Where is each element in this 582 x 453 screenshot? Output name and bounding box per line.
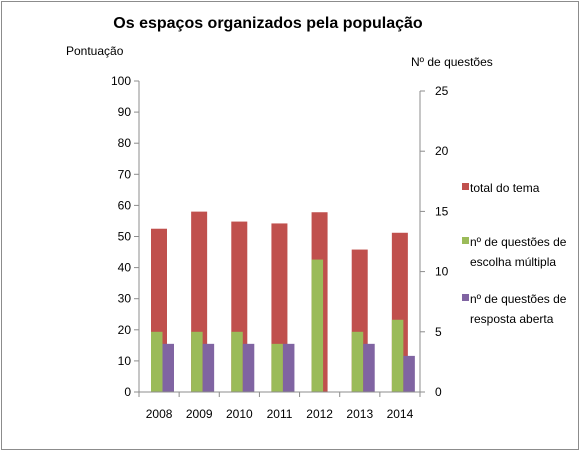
bar-escolha-multipla xyxy=(231,331,243,392)
bar-resposta-aberta xyxy=(282,343,295,392)
right-tick-label: 25 xyxy=(435,84,449,98)
right-tick-label: 20 xyxy=(435,144,449,158)
legend-label: total do tema xyxy=(470,181,540,195)
legend-label: nº de questões de xyxy=(470,292,567,306)
bar-escolha-multipla xyxy=(151,331,163,392)
x-tick-label: 2008 xyxy=(146,407,173,421)
legend-swatch xyxy=(462,237,469,244)
bar-escolha-multipla xyxy=(191,331,203,392)
bars-group xyxy=(151,211,415,392)
x-ticks-group: 2008 2009 2010 2011 2012 2013 2014 xyxy=(138,392,421,421)
x-tick-label: 2014 xyxy=(387,407,414,421)
left-tick-label: 80 xyxy=(118,136,132,150)
left-ticks-group: 0 10 20 30 40 50 60 70 80 90 100 xyxy=(111,74,139,399)
x-tick-label: 2012 xyxy=(306,407,333,421)
left-tick-label: 60 xyxy=(118,198,132,212)
bar-resposta-aberta xyxy=(162,343,174,392)
right-tick-label: 5 xyxy=(435,325,442,339)
legend-swatch xyxy=(462,294,469,301)
x-tick-label: 2013 xyxy=(346,407,373,421)
bar-escolha-multipla xyxy=(391,319,404,392)
right-ticks-group: 0 5 10 15 20 25 xyxy=(420,84,449,399)
left-tick-label: 50 xyxy=(118,230,132,244)
bar-resposta-aberta xyxy=(403,355,415,392)
left-tick-label: 0 xyxy=(124,385,131,399)
left-tick-label: 70 xyxy=(118,167,132,181)
x-tick-label: 2011 xyxy=(267,407,293,421)
legend-label: nº de questões de xyxy=(470,235,567,249)
right-axis-title: Nº de questões xyxy=(411,55,493,69)
legend-label: escolha múltipla xyxy=(470,255,556,269)
legend-swatch xyxy=(462,183,469,190)
left-tick-label: 90 xyxy=(118,105,132,119)
left-tick-label: 30 xyxy=(118,292,132,306)
left-tick-label: 40 xyxy=(118,261,132,275)
x-tick-label: 2009 xyxy=(186,407,213,421)
x-tick-label: 2010 xyxy=(226,407,253,421)
left-tick-label: 100 xyxy=(111,74,131,88)
left-tick-label: 20 xyxy=(118,323,132,337)
bar-resposta-aberta xyxy=(242,343,255,392)
bar-escolha-multipla xyxy=(271,343,283,392)
legend-label: resposta aberta xyxy=(470,312,554,326)
bar-escolha-multipla xyxy=(311,259,324,392)
bar-resposta-aberta xyxy=(363,343,375,392)
left-tick-label: 10 xyxy=(118,354,132,368)
bar-escolha-multipla xyxy=(351,331,364,392)
right-tick-label: 15 xyxy=(435,204,449,218)
bar-resposta-aberta xyxy=(202,343,215,392)
left-axis-title: Pontuação xyxy=(66,44,124,58)
chart-title: Os espaços organizados pela população xyxy=(113,15,423,32)
right-tick-label: 10 xyxy=(435,265,449,279)
legend: total do tema nº de questões de escolha mú… xyxy=(462,181,567,326)
right-tick-label: 0 xyxy=(435,385,442,399)
